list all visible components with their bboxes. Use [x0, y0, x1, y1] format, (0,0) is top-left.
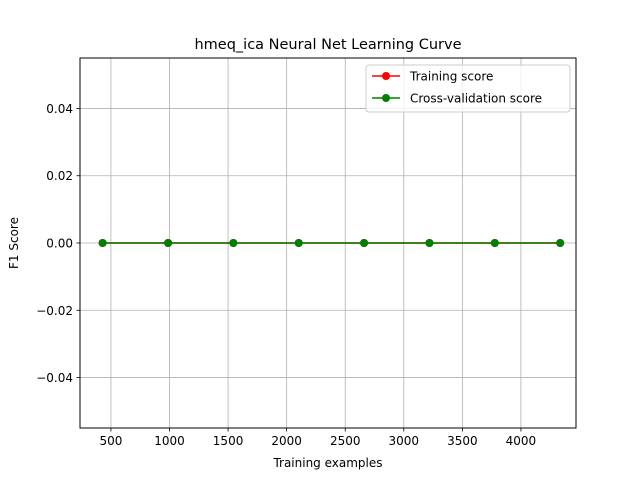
legend: Training score Cross-validation score — [365, 64, 571, 113]
x-axis-label: Training examples — [272, 456, 382, 470]
legend-label-0: Training score — [409, 70, 493, 84]
series-1-point — [229, 239, 238, 247]
x-tick-label: 4000 — [506, 434, 537, 448]
y-tick-label: −0.02 — [36, 304, 73, 318]
series-1-point — [556, 239, 565, 247]
series-1-point — [164, 239, 173, 247]
y-tick-label: 0.00 — [46, 237, 73, 251]
x-tick-label: 500 — [99, 434, 122, 448]
legend-marker-1 — [382, 94, 390, 102]
series-1-point — [490, 239, 499, 247]
legend-box — [365, 64, 571, 113]
y-tick-label: −0.04 — [36, 371, 73, 385]
x-tick-label: 3000 — [389, 434, 420, 448]
x-tick-label: 1500 — [213, 434, 244, 448]
series-layer — [98, 239, 565, 247]
x-tick-label: 1000 — [154, 434, 185, 448]
x-axis: 500 1000 1500 2000 2500 3000 3500 4000 — [99, 428, 536, 448]
chart-title: hmeq_ica Neural Net Learning Curve — [194, 37, 461, 53]
x-tick-label: 3500 — [447, 434, 478, 448]
y-axis-label: F1 Score — [7, 217, 21, 269]
x-tick-label: 2000 — [271, 434, 302, 448]
y-tick-label: 0.02 — [46, 169, 73, 183]
series-1-point — [98, 239, 107, 247]
x-tick-label: 2500 — [330, 434, 361, 448]
legend-label-1: Cross-validation score — [410, 92, 542, 106]
series-1-point — [360, 239, 369, 247]
y-tick-label: 0.04 — [46, 102, 73, 116]
legend-marker-0 — [382, 72, 390, 80]
series-1-point — [425, 239, 434, 247]
series-1-point — [294, 239, 303, 247]
y-axis: −0.04 −0.02 0.00 0.02 0.04 — [36, 102, 80, 385]
